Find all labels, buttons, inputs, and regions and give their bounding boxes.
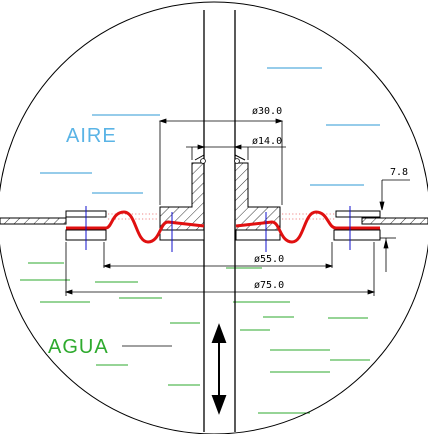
dim-d14-label: ø14.0 [252, 136, 282, 147]
dim-h78-label: 7.8 [390, 167, 408, 178]
air-hatch-lines [40, 67, 380, 194]
membrane [66, 210, 380, 244]
air-label: AIRE [66, 125, 117, 147]
dimension-lines [64, 118, 410, 347]
wall-plate [0, 217, 428, 225]
bolts [85, 206, 351, 252]
motion-arrow [211, 323, 227, 415]
dim-d55-label: ø55.0 [254, 254, 284, 265]
water-label: AGUA [48, 336, 109, 358]
hub [159, 154, 281, 231]
dim-d30-label: ø30.0 [252, 106, 282, 117]
dim-d75-label: ø75.0 [254, 280, 284, 291]
membrane-air-zone [108, 213, 336, 220]
water-hatch-lines [20, 262, 370, 414]
